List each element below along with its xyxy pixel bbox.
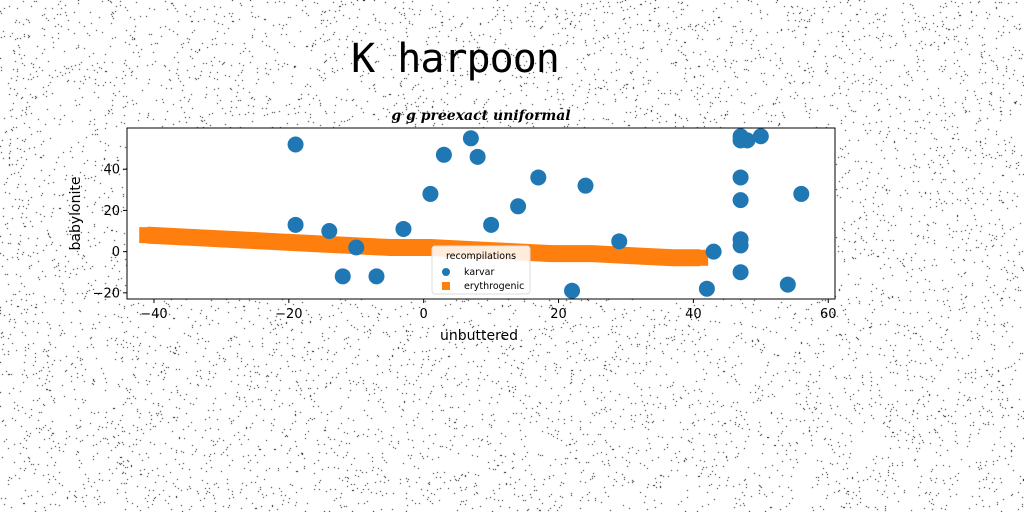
karvar-point-21 — [739, 132, 756, 149]
y-axis: −20 0 20 40 — [93, 163, 127, 301]
plot-frame — [126, 127, 836, 300]
karvar-point-27 — [732, 264, 749, 281]
karvar-point-4 — [348, 239, 365, 256]
erythrogenic-point-2 — [220, 231, 237, 248]
karvar-point-23 — [732, 169, 749, 186]
x-tick-label: 40 — [685, 307, 702, 322]
erythrogenic-point-14 — [692, 249, 709, 266]
karvar-point-29 — [793, 185, 810, 202]
karvar-point-9 — [462, 130, 479, 147]
erythrogenic-point-3 — [260, 233, 277, 250]
erythrogenic-point-13 — [665, 249, 682, 266]
x-axis-label: unbuttered — [440, 328, 518, 344]
karvar-point-10 — [469, 148, 486, 165]
legend: recompilations karvar erythrogenic — [431, 245, 531, 295]
karvar-point-2 — [321, 223, 338, 240]
x-tick-label: 0 — [420, 307, 428, 322]
legend-karvar-swatch — [442, 268, 450, 276]
chart-subtitle: g g preexact uniformal — [391, 108, 570, 124]
karvar-point-13 — [530, 169, 547, 186]
y-axis-label: babylonite — [68, 177, 84, 251]
legend-erythrogenic-swatch — [442, 282, 450, 290]
legend-entry-karvar: karvar — [464, 267, 495, 278]
erythrogenic-point-0 — [139, 227, 156, 244]
karvar-point-5 — [368, 268, 385, 285]
erythrogenic-point-10 — [543, 245, 560, 262]
erythrogenic-point-1 — [179, 229, 196, 246]
karvar-point-8 — [435, 146, 452, 163]
karvar-point-3 — [334, 268, 351, 285]
x-tick-label: −20 — [275, 307, 302, 322]
karvar-point-24 — [732, 192, 749, 209]
karvar-point-15 — [577, 177, 594, 194]
karvar-point-22 — [752, 128, 769, 145]
karvar-point-18 — [698, 280, 715, 297]
karvar-point-17 — [705, 243, 722, 260]
erythrogenic-point-11 — [584, 245, 601, 262]
karvar-point-0 — [287, 136, 304, 153]
karvar-point-7 — [422, 185, 439, 202]
legend-entry-erythrogenic: erythrogenic — [464, 281, 524, 292]
erythrogenic-point-4 — [301, 235, 318, 252]
karvar-point-26 — [732, 237, 749, 254]
legend-box — [431, 245, 531, 295]
data-points — [139, 128, 810, 299]
x-axis: −40 −20 0 20 40 60 — [140, 299, 837, 322]
x-tick-label: 20 — [550, 307, 567, 322]
y-tick-label: 40 — [103, 163, 120, 178]
karvar-point-11 — [483, 216, 500, 233]
karvar-point-6 — [395, 220, 412, 237]
karvar-point-14 — [564, 282, 581, 299]
x-tick-label: −40 — [140, 307, 167, 322]
legend-title: recompilations — [446, 251, 516, 262]
erythrogenic-point-12 — [624, 247, 641, 264]
erythrogenic-point-6 — [381, 239, 398, 256]
y-tick-label: −20 — [93, 286, 120, 301]
x-tick-label: 60 — [820, 307, 837, 322]
karvar-point-1 — [287, 216, 304, 233]
y-tick-label: 0 — [112, 245, 120, 260]
page-title: K harpoon — [351, 36, 560, 82]
karvar-point-28 — [779, 276, 796, 293]
karvar-point-12 — [510, 198, 527, 215]
karvar-point-16 — [611, 233, 628, 250]
y-tick-label: 20 — [103, 204, 120, 219]
